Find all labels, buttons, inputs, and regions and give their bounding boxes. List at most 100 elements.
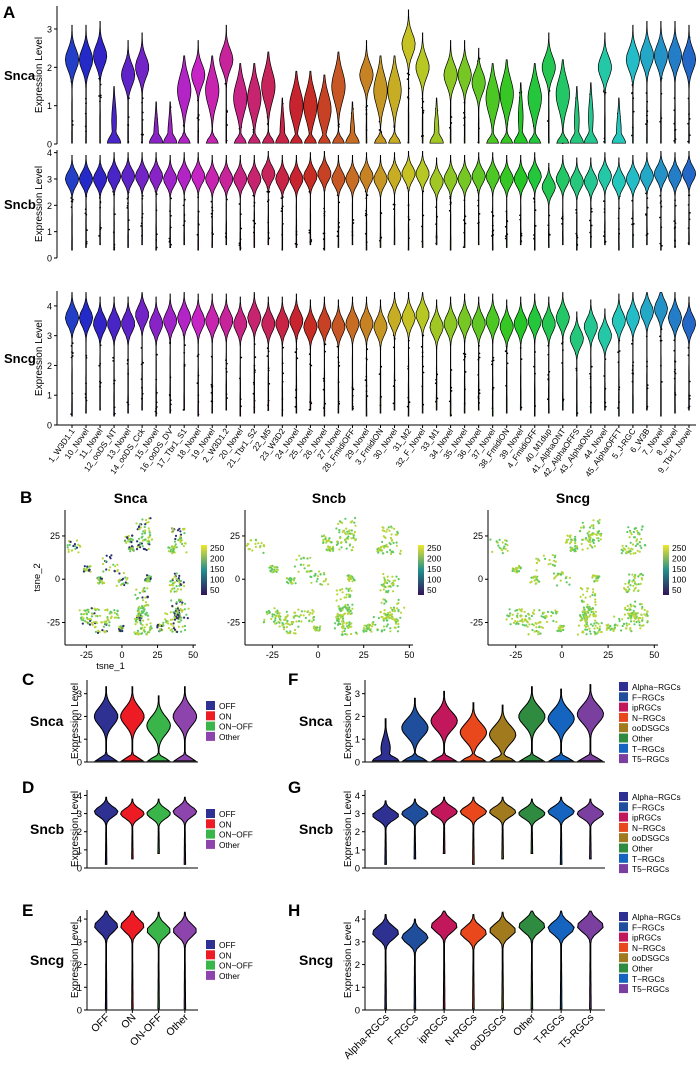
tsne-point xyxy=(140,536,143,539)
colorbar-tick-label: 50 xyxy=(672,585,682,595)
tsne-point xyxy=(186,617,189,620)
tsne-point xyxy=(293,565,296,568)
legend-swatch xyxy=(619,733,628,743)
tsne-point xyxy=(114,565,117,568)
tsne-point xyxy=(646,610,649,613)
tsne-point xyxy=(580,542,583,546)
tsne-point xyxy=(93,626,96,629)
violin-sncg xyxy=(555,292,570,411)
tsne-point xyxy=(331,545,335,548)
tsne-point xyxy=(582,526,585,529)
tsne-point xyxy=(303,567,306,570)
tsne-point xyxy=(322,541,325,545)
tsne-point xyxy=(159,628,162,631)
tsne-point xyxy=(176,607,179,610)
tsne-point xyxy=(589,595,592,598)
legend-swatch xyxy=(619,864,628,874)
tsne-point xyxy=(345,596,348,599)
tsne-point xyxy=(382,588,385,591)
tsne-point xyxy=(144,523,147,526)
tsne-point xyxy=(597,531,600,535)
tsne-point xyxy=(147,547,150,551)
tsne-point xyxy=(173,545,177,548)
gene-label-sncg: Sncg xyxy=(4,351,36,366)
tsne-point xyxy=(520,614,523,617)
tsne-point xyxy=(397,601,400,605)
tsne-point xyxy=(501,541,504,544)
tsne-point xyxy=(633,616,637,619)
colorbar-tick-label: 150 xyxy=(672,564,686,574)
y-tick-label: 2 xyxy=(355,960,360,971)
tsne-point xyxy=(579,595,582,599)
tsne-point xyxy=(338,528,341,532)
violin-snca xyxy=(64,24,80,144)
tsne-point xyxy=(113,569,116,573)
tsne-point xyxy=(584,625,588,629)
tsne-point xyxy=(165,619,168,622)
tsne-point xyxy=(519,620,522,623)
tsne-point xyxy=(595,621,598,624)
tsne-point xyxy=(175,617,179,620)
tsne-point xyxy=(178,527,181,530)
x-tick-label: Other xyxy=(511,1011,538,1038)
y-tick-label: 25 xyxy=(473,531,483,541)
tsne-point xyxy=(352,534,355,537)
violin-sncb xyxy=(518,798,546,854)
tsne-point xyxy=(535,578,538,581)
tsne-point xyxy=(293,577,296,581)
tsne-point xyxy=(596,520,600,523)
tsne-point xyxy=(278,612,281,615)
tsne-point xyxy=(586,587,589,590)
tsne-point xyxy=(530,614,534,618)
tsne-point xyxy=(530,576,533,579)
tsne-point xyxy=(136,629,140,633)
tsne-point xyxy=(362,627,365,630)
violin-sncg xyxy=(499,299,514,414)
gene-label-sncb: Sncb xyxy=(30,821,64,837)
tsne-point xyxy=(588,630,592,633)
tsne-point xyxy=(270,617,273,621)
violin-sncb xyxy=(146,798,171,854)
tsne-point xyxy=(586,590,589,593)
tsne-point xyxy=(391,608,394,611)
violin-snca xyxy=(162,101,178,144)
tsne-point xyxy=(350,632,353,636)
tsne-point xyxy=(149,575,152,578)
tsne-point xyxy=(399,616,402,619)
tsne-point xyxy=(100,579,103,582)
tsne-point xyxy=(131,538,134,541)
tsne-point xyxy=(544,557,547,561)
tsne-point xyxy=(136,621,139,624)
tsne-point xyxy=(175,585,178,588)
legend-label: F−RGCs xyxy=(632,692,665,702)
tsne-point xyxy=(262,551,265,555)
tsne-point xyxy=(589,608,593,611)
plot-title: Sncb xyxy=(312,490,346,506)
tsne-point xyxy=(176,529,180,532)
tsne-point xyxy=(636,543,639,546)
tsne-point xyxy=(594,592,597,595)
violin-sncb xyxy=(611,157,626,251)
tsne-point xyxy=(515,570,519,573)
violin-sncg xyxy=(460,914,487,1010)
tsne-point xyxy=(583,612,586,615)
tsne-point xyxy=(139,627,143,630)
y-tick-label: 3 xyxy=(47,331,52,341)
tsne-point xyxy=(175,572,178,575)
tsne-point xyxy=(314,628,317,631)
legend-swatch xyxy=(619,743,628,753)
y-tick-label: 4 xyxy=(77,915,82,926)
tsne-point xyxy=(345,633,349,636)
legend-label: Other xyxy=(632,734,653,744)
tsne-point xyxy=(312,615,316,619)
tsne-point xyxy=(108,624,111,627)
tsne-point xyxy=(637,575,640,578)
tsne-point xyxy=(345,621,349,625)
colorbar-tick-label: 150 xyxy=(210,564,224,574)
tsne-point xyxy=(366,627,369,630)
legend-swatch xyxy=(619,822,628,832)
tsne-point xyxy=(174,537,177,541)
tsne-point xyxy=(175,546,178,549)
tsne-point xyxy=(393,608,396,611)
tsne-point xyxy=(134,593,137,597)
